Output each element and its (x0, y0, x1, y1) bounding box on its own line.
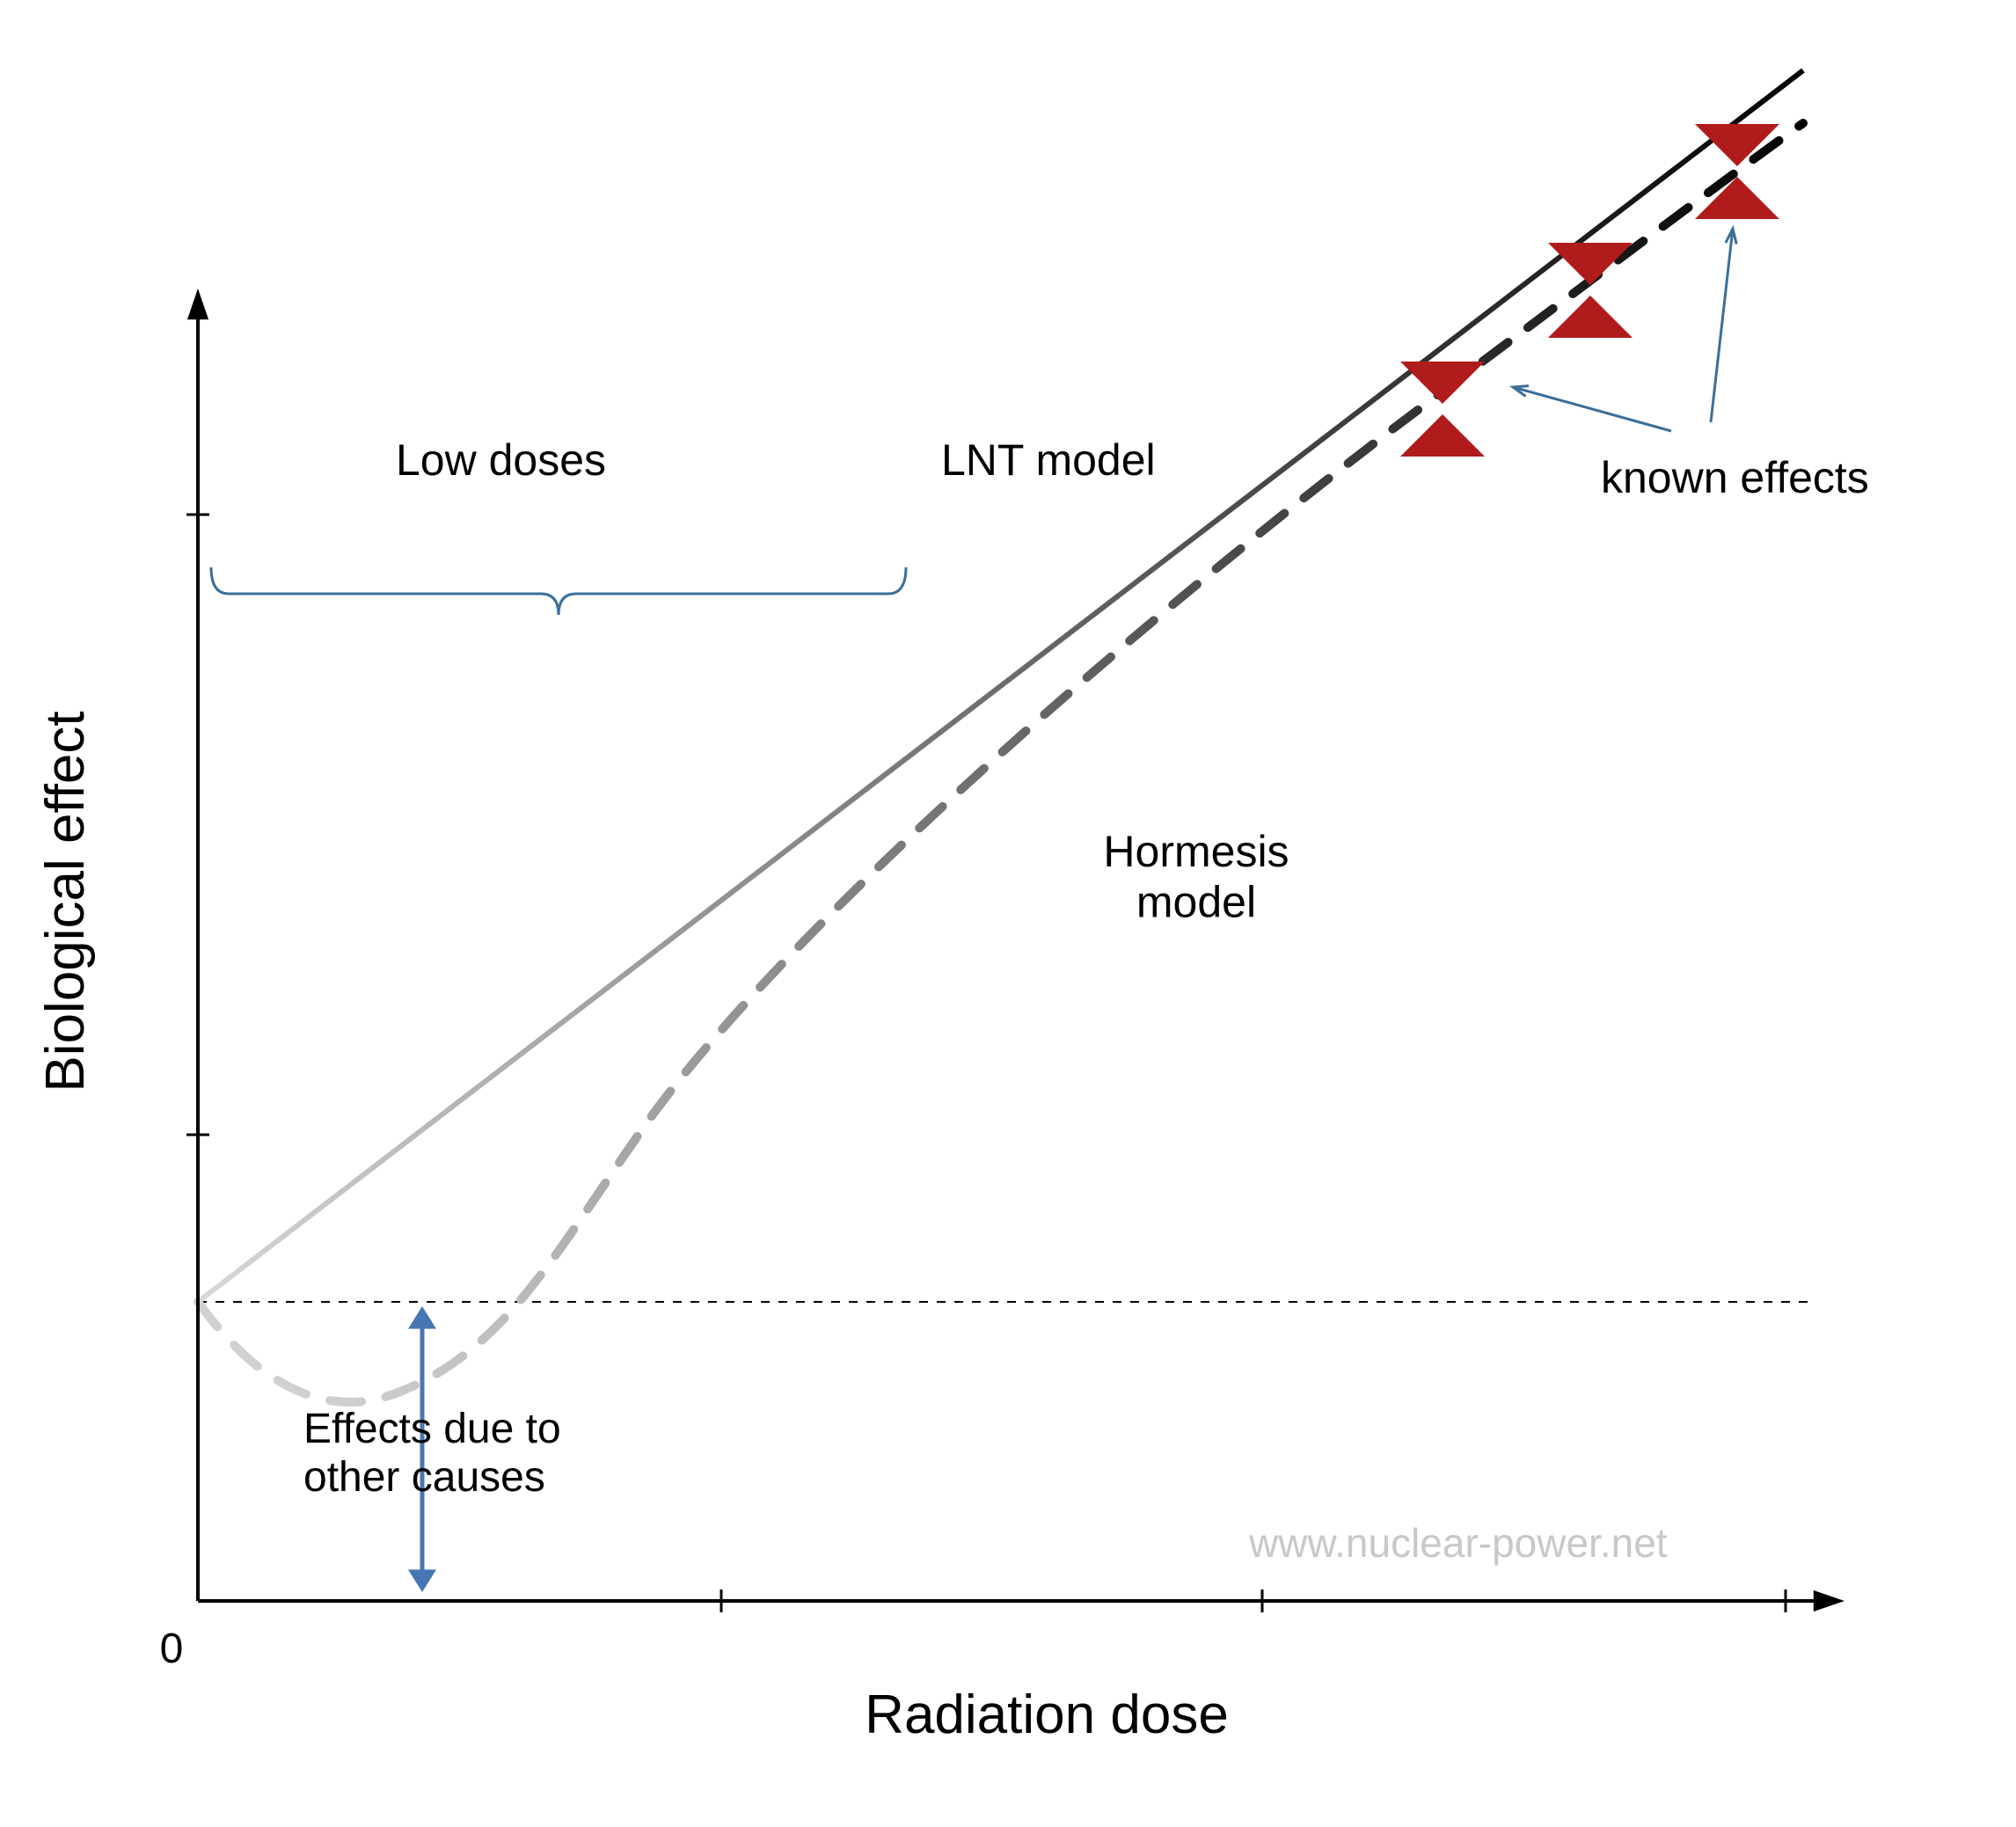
low-doses-brace (211, 567, 906, 615)
other-causes-label: Effects due toother causes (303, 1406, 561, 1501)
radiation-dose-chart: Radiation dose Biological effect 0 Low dose… (0, 0, 2016, 1827)
callout-line (1513, 387, 1671, 431)
y-axis-arrow (187, 289, 208, 319)
y-axis-label: Biological effect (35, 711, 96, 1092)
known-effect-marker (1695, 177, 1779, 219)
lnt-label: LNT model (941, 435, 1156, 485)
watermark: www.nuclear-power.net (1248, 1520, 1668, 1566)
known-effects-label: known effects (1601, 453, 1869, 502)
hormesis-curve (198, 123, 1803, 1402)
other-causes-arrow-up (408, 1306, 436, 1329)
known-effect-marker (1548, 296, 1633, 338)
low-doses-label: Low doses (396, 435, 606, 485)
hormesis-label: Hormesismodel (1103, 827, 1289, 927)
x-axis-label: Radiation dose (865, 1684, 1229, 1745)
callout-line (1711, 229, 1733, 422)
x-axis-arrow (1814, 1590, 1844, 1611)
other-causes-arrow-down (408, 1569, 436, 1592)
origin-label: 0 (160, 1626, 184, 1672)
known-effect-marker (1400, 414, 1485, 457)
known-effect-marker (1400, 362, 1485, 404)
